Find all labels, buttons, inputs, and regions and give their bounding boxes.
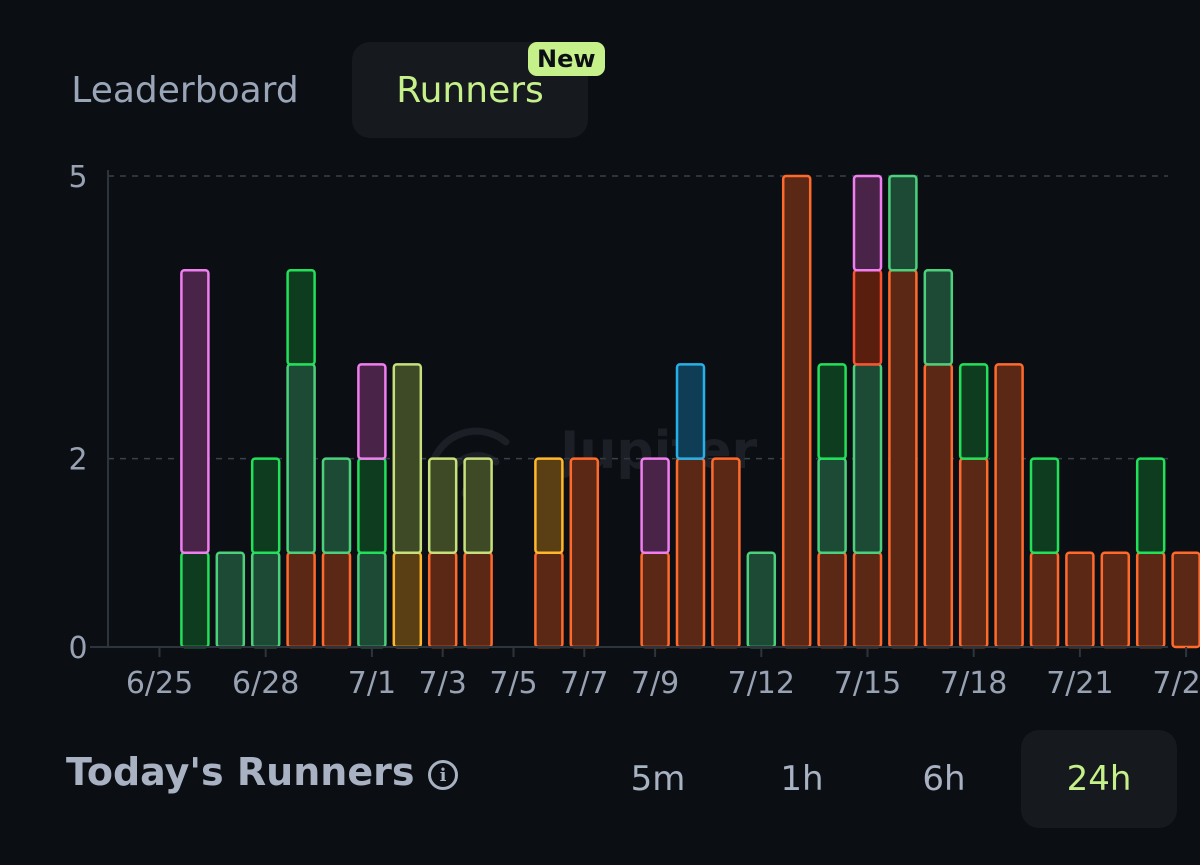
bar-segment[interactable] xyxy=(1065,551,1095,649)
bar-segment[interactable] xyxy=(1135,551,1166,649)
bar-segment[interactable] xyxy=(569,457,600,649)
x-tick-label: 6/25 xyxy=(126,666,193,701)
x-tick-label: 7/24 xyxy=(1152,666,1200,701)
bar-segment[interactable] xyxy=(250,457,281,555)
new-badge: New xyxy=(528,42,605,76)
bar-segment[interactable] xyxy=(888,268,918,649)
bar-segment[interactable] xyxy=(180,551,210,649)
x-tick-label: 7/9 xyxy=(631,666,679,701)
axes xyxy=(90,170,1188,657)
range-24h-button[interactable]: 24h xyxy=(1021,730,1177,828)
bar-segment[interactable] xyxy=(321,551,352,649)
bar-segment[interactable] xyxy=(392,551,423,649)
todays-runners-title: Today's Runners xyxy=(66,750,415,794)
range-6h-button[interactable]: 6h xyxy=(922,759,966,799)
range-1h-button[interactable]: 1h xyxy=(780,759,824,799)
bar-segment[interactable] xyxy=(1171,551,1200,649)
bar-segment[interactable] xyxy=(463,457,493,555)
info-icon[interactable]: i xyxy=(428,760,458,790)
x-tick-label: 7/12 xyxy=(728,666,795,701)
bar-segment[interactable] xyxy=(1029,457,1060,555)
bar-segment[interactable] xyxy=(392,363,423,555)
bar-segment[interactable] xyxy=(888,174,918,272)
bar-segment[interactable] xyxy=(463,551,493,649)
bar-segment[interactable] xyxy=(817,457,847,555)
bar-segment[interactable] xyxy=(427,551,458,649)
tab-bar: Leaderboard Runners New xyxy=(0,0,1200,150)
tab-leaderboard[interactable]: Leaderboard xyxy=(71,69,299,111)
x-tick-label: 6/28 xyxy=(232,666,299,701)
x-tick-label: 7/5 xyxy=(489,666,537,701)
bar-segment[interactable] xyxy=(357,457,387,555)
bar-segment[interactable] xyxy=(286,268,316,366)
bar-segment[interactable] xyxy=(534,551,564,649)
runners-chart: Jupiter 6/25 6/28 7/1 7/3 7/5 7/7 7/9 7/12 7/15 7… xyxy=(68,160,1200,701)
bar-segment[interactable] xyxy=(1029,551,1060,649)
bar-segment[interactable] xyxy=(321,457,352,555)
bar-segment[interactable] xyxy=(958,457,989,649)
bar-segment[interactable] xyxy=(923,363,954,649)
x-tick-label: 7/3 xyxy=(419,666,467,701)
y-tick-label: 2 xyxy=(68,443,87,478)
bar-segment[interactable] xyxy=(817,363,847,460)
range-5m-button[interactable]: 5m xyxy=(630,759,686,799)
grid-lines xyxy=(108,175,1168,460)
bar-segment[interactable] xyxy=(781,174,812,649)
bar-segment[interactable] xyxy=(852,268,883,366)
bar-segment[interactable] xyxy=(746,551,777,649)
bar-segment[interactable] xyxy=(250,551,281,649)
bar-segment[interactable] xyxy=(286,551,316,649)
bar-segment[interactable] xyxy=(852,551,883,649)
bar-segment[interactable] xyxy=(180,268,210,555)
bar-segment[interactable] xyxy=(640,457,670,555)
bar-segment[interactable] xyxy=(357,551,387,649)
bar-segment[interactable] xyxy=(534,457,564,555)
bars xyxy=(180,174,1200,649)
bar-segment[interactable] xyxy=(675,363,706,460)
x-tick-label: 7/1 xyxy=(348,666,396,701)
x-tick-label: 7/7 xyxy=(560,666,608,701)
bar-segment[interactable] xyxy=(1135,457,1166,555)
bar-segment[interactable] xyxy=(994,363,1024,649)
footer: Today's Runners i 5m 1h 6h 24h xyxy=(0,728,1200,838)
bar-segment[interactable] xyxy=(286,363,316,555)
x-tick-labels: 6/25 6/28 7/1 7/3 7/5 7/7 7/9 7/12 7/15 7/18 7/21 7… xyxy=(126,666,1200,701)
y-tick-labels: 0 2 5 xyxy=(68,160,87,666)
bar-segment[interactable] xyxy=(640,551,670,649)
bar-segment[interactable] xyxy=(852,174,883,272)
y-tick-label: 5 xyxy=(68,160,87,195)
bar-segment[interactable] xyxy=(852,363,883,555)
x-tick-label: 7/15 xyxy=(834,666,901,701)
bar-segment[interactable] xyxy=(711,457,741,649)
bar-segment[interactable] xyxy=(215,551,246,649)
bar-segment[interactable] xyxy=(817,551,847,649)
bar-segment[interactable] xyxy=(357,363,387,460)
bar-segment[interactable] xyxy=(1100,551,1131,649)
x-tick-label: 7/18 xyxy=(940,666,1007,701)
bar-segment[interactable] xyxy=(923,268,954,366)
bar-segment[interactable] xyxy=(958,363,989,460)
y-tick-label: 0 xyxy=(68,631,87,666)
bar-segment[interactable] xyxy=(427,457,458,555)
bar-segment[interactable] xyxy=(675,457,706,649)
x-tick-label: 7/21 xyxy=(1046,666,1113,701)
